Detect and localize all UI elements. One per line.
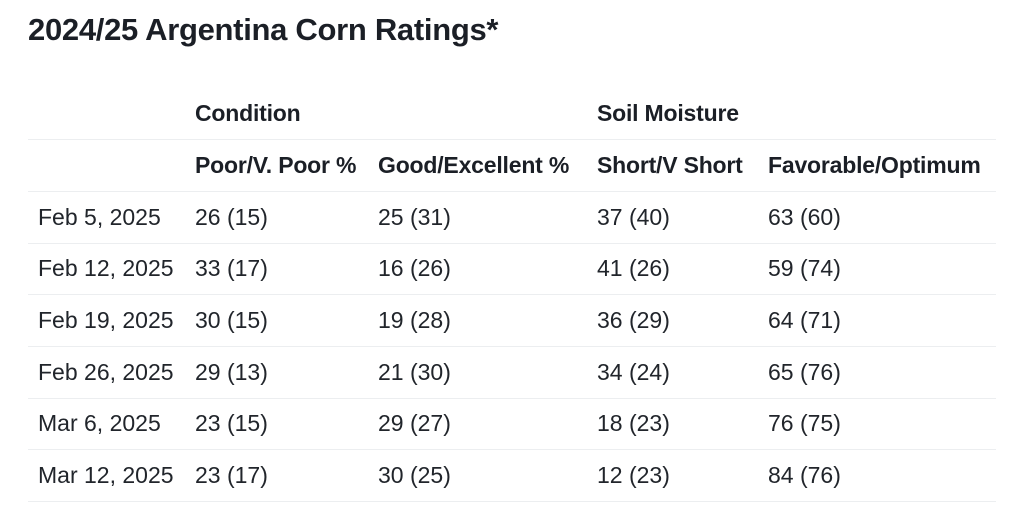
cell-short-vshort: 18 (23): [587, 398, 758, 451]
cell-good-excellent: 29 (27): [368, 398, 587, 451]
cell-poor-vpoor: 23 (15): [185, 398, 368, 451]
column-header-spacer: [28, 139, 185, 192]
cell-poor-vpoor: 33 (17): [185, 243, 368, 296]
cell-poor-vpoor: 29 (13): [185, 346, 368, 399]
cell-short-vshort: 36 (29): [587, 294, 758, 347]
row-date: Mar 12, 2025: [28, 449, 185, 502]
ratings-table: Condition Soil Moisture Poor/V. Poor % G…: [28, 88, 996, 502]
cell-good-excellent: 16 (26): [368, 243, 587, 296]
cell-favorable-optimum: 84 (76): [758, 449, 996, 502]
table-row: Feb 5, 2025 26 (15) 25 (31) 37 (40) 63 (…: [28, 191, 996, 244]
column-header-row: Poor/V. Poor % Good/Excellent % Short/V …: [28, 139, 996, 192]
column-header-favorable-optimum: Favorable/Optimum: [758, 139, 996, 192]
table-header: Condition Soil Moisture Poor/V. Poor % G…: [28, 88, 996, 192]
cell-poor-vpoor: 26 (15): [185, 191, 368, 244]
cell-favorable-optimum: 59 (74): [758, 243, 996, 296]
cell-short-vshort: 41 (26): [587, 243, 758, 296]
cell-favorable-optimum: 63 (60): [758, 191, 996, 244]
table-row: Feb 12, 2025 33 (17) 16 (26) 41 (26) 59 …: [28, 243, 996, 296]
cell-favorable-optimum: 76 (75): [758, 398, 996, 451]
cell-good-excellent: 19 (28): [368, 294, 587, 347]
group-header-soil-moisture: Soil Moisture: [587, 88, 996, 141]
cell-short-vshort: 37 (40): [587, 191, 758, 244]
column-header-short-vshort: Short/V Short: [587, 139, 758, 192]
table-body: Feb 5, 2025 26 (15) 25 (31) 37 (40) 63 (…: [28, 191, 996, 502]
row-date: Feb 12, 2025: [28, 243, 185, 296]
group-header-row: Condition Soil Moisture: [28, 88, 996, 141]
column-header-poor-vpoor: Poor/V. Poor %: [185, 139, 368, 192]
table-row: Feb 26, 2025 29 (13) 21 (30) 34 (24) 65 …: [28, 346, 996, 399]
cell-poor-vpoor: 30 (15): [185, 294, 368, 347]
row-date: Feb 26, 2025: [28, 346, 185, 399]
table-row: Mar 6, 2025 23 (15) 29 (27) 18 (23) 76 (…: [28, 398, 996, 451]
cell-favorable-optimum: 65 (76): [758, 346, 996, 399]
cell-good-excellent: 30 (25): [368, 449, 587, 502]
cell-favorable-optimum: 64 (71): [758, 294, 996, 347]
cell-short-vshort: 34 (24): [587, 346, 758, 399]
cell-good-excellent: 25 (31): [368, 191, 587, 244]
column-header-good-excellent: Good/Excellent %: [368, 139, 587, 192]
cell-short-vshort: 12 (23): [587, 449, 758, 502]
row-date: Feb 5, 2025: [28, 191, 185, 244]
cell-poor-vpoor: 23 (17): [185, 449, 368, 502]
table-row: Feb 19, 2025 30 (15) 19 (28) 36 (29) 64 …: [28, 294, 996, 347]
group-header-condition: Condition: [185, 88, 587, 141]
table-row: Mar 12, 2025 23 (17) 30 (25) 12 (23) 84 …: [28, 449, 996, 502]
row-date: Mar 6, 2025: [28, 398, 185, 451]
page-title: 2024/25 Argentina Corn Ratings*: [28, 12, 499, 47]
cell-good-excellent: 21 (30): [368, 346, 587, 399]
group-header-spacer: [28, 88, 185, 141]
page: 2024/25 Argentina Corn Ratings* Conditio…: [0, 11, 1024, 514]
row-date: Feb 19, 2025: [28, 294, 185, 347]
